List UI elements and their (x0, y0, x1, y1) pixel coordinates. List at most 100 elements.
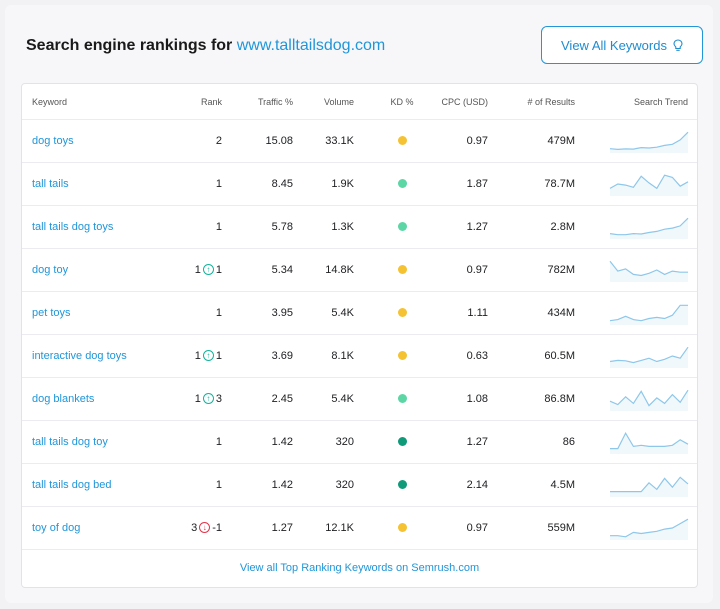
keyword-cell: dog toy (32, 248, 68, 291)
rank-value: 1 (215, 478, 222, 491)
column-header-volume: Volume (323, 96, 354, 107)
kd-cell (394, 334, 410, 377)
rank-change: 1 ↑ 1 (195, 350, 222, 362)
sparkline-area (610, 476, 688, 497)
rank-value: 3 (191, 521, 198, 534)
table-row: tall tails dog toy 1 1.42 320 1.27 86 (22, 420, 697, 464)
search-trend-cell (609, 205, 689, 248)
sparkline-area (610, 518, 688, 540)
results-cell: 479M (547, 134, 575, 147)
sparkline-line (609, 389, 689, 407)
keyword-link[interactable]: tall tails dog toys (32, 220, 114, 233)
traffic-cell: 1.42 (271, 478, 293, 491)
table-row: interactive dog toys 1 ↑ 1 3.69 8.1K 0.63 60.5M (22, 334, 697, 378)
lightbulb-icon (673, 38, 683, 51)
table-row: tall tails dog bed 1 1.42 320 2.14 4.5M (22, 463, 697, 507)
rank-cell: 1 ↑ 1 (195, 248, 222, 291)
view-all-top-keywords-link[interactable]: View all Top Ranking Keywords on Semrush… (239, 562, 480, 574)
sparkline-area (610, 260, 688, 282)
search-trend-cell (609, 291, 689, 334)
sparkline-area (610, 217, 688, 239)
rank-change-value: 3 (215, 392, 222, 405)
search-trend-cell (609, 248, 689, 291)
keyword-cell: dog blankets (32, 377, 94, 420)
search-trend-sparkline (609, 304, 688, 325)
volume-cell: 5.4K (331, 306, 354, 319)
traffic-cell: 2.45 (271, 392, 293, 405)
sparkline-line (609, 260, 688, 276)
column-header-results: # of Results (527, 96, 575, 107)
table-row: tall tails 1 8.45 1.9K 1.87 78.7M (22, 162, 697, 206)
results-cell: 78.7M (544, 177, 575, 190)
keyword-link[interactable]: dog toy (32, 263, 69, 276)
keyword-cell: tall tails dog toys (32, 205, 113, 248)
traffic-cell: 5.34 (271, 263, 293, 276)
sparkline-area (610, 432, 688, 454)
kd-indicator-dot (397, 308, 407, 317)
search-trend-cell (609, 506, 689, 549)
volume-cell: 33.1K (325, 134, 354, 147)
rankings-table: Keyword Rank Traffic % Volume KD % CPC (… (21, 83, 698, 588)
rank-change-value: 1 (215, 263, 222, 276)
keyword-cell: pet toys (32, 291, 71, 334)
rank-value: 1 (215, 435, 222, 448)
domain-link[interactable]: www.talltailsdog.com (236, 37, 386, 54)
view-all-keywords-button[interactable]: View All Keywords (541, 26, 703, 64)
sparkline-line (609, 131, 689, 150)
kd-indicator-dot (397, 179, 407, 188)
search-trend-sparkline (609, 389, 689, 411)
keyword-cell: tall tails (32, 162, 69, 205)
results-cell: 2.8M (550, 220, 575, 233)
sparkline-line (609, 173, 689, 189)
keyword-link[interactable]: tall tails dog toy (32, 435, 108, 448)
kd-indicator-dot (397, 222, 407, 231)
search-trend-sparkline (610, 431, 689, 454)
table-row: dog toy 1 ↑ 1 5.34 14.8K 0.97 782M (22, 248, 697, 292)
table-row: pet toys 1 3.95 5.4K 1.11 434M (22, 291, 697, 335)
title-prefix: Search engine rankings for (26, 37, 233, 54)
traffic-cell: 1.42 (271, 435, 293, 448)
volume-cell: 320 (335, 435, 354, 448)
keyword-link[interactable]: interactive dog toys (32, 349, 127, 362)
cpc-cell: 1.27 (466, 220, 488, 233)
rank-cell: 1 ↑ 3 (195, 377, 222, 420)
rank-cell: 1 (216, 463, 222, 506)
volume-cell: 320 (335, 478, 354, 491)
sparkline-line (610, 431, 689, 449)
kd-cell (394, 463, 410, 506)
traffic-cell: 3.95 (271, 306, 293, 319)
table-row: dog blankets 1 ↑ 3 2.45 5.4K 1.08 86.8M (22, 377, 697, 421)
keyword-link[interactable]: dog toys (32, 134, 74, 147)
keyword-cell: tall tails dog toy (32, 420, 108, 463)
sparkline-area (610, 389, 688, 411)
table-row: toy of dog 3 ↓ -1 1.27 12.1K 0.97 559M (22, 506, 697, 550)
column-header-rank: Rank (200, 96, 222, 107)
sparkline-line (610, 518, 689, 537)
sparkline-line (609, 346, 689, 363)
search-trend-sparkline (609, 131, 689, 153)
results-cell: 559M (547, 521, 575, 534)
keyword-cell: tall tails dog bed (32, 463, 112, 506)
column-header-traffic: Traffic % (257, 96, 293, 107)
search-trend-sparkline (609, 173, 689, 196)
results-cell: 782M (547, 263, 575, 276)
results-cell: 86.8M (544, 392, 575, 405)
rank-up-icon: ↑ (202, 393, 214, 404)
keyword-link[interactable]: tall tails dog bed (32, 478, 112, 491)
keyword-link[interactable]: pet toys (32, 306, 71, 319)
column-header-cpc: CPC (USD) (441, 96, 489, 107)
keyword-link[interactable]: dog blankets (32, 392, 95, 405)
traffic-cell: 1.27 (271, 521, 293, 534)
search-trend-sparkline (609, 217, 689, 239)
cpc-cell: 1.08 (466, 392, 488, 405)
rank-change: 1 ↑ 1 (195, 264, 222, 276)
kd-indicator-dot (397, 265, 407, 274)
sparkline-line (609, 304, 688, 321)
rank-value: 2 (215, 134, 222, 147)
kd-cell (394, 377, 410, 420)
cpc-cell: 1.11 (467, 306, 488, 319)
rank-cell: 1 ↑ 1 (195, 334, 222, 377)
keyword-link[interactable]: tall tails (32, 177, 69, 190)
keyword-link[interactable]: toy of dog (32, 521, 81, 534)
keyword-cell: dog toys (32, 119, 74, 162)
